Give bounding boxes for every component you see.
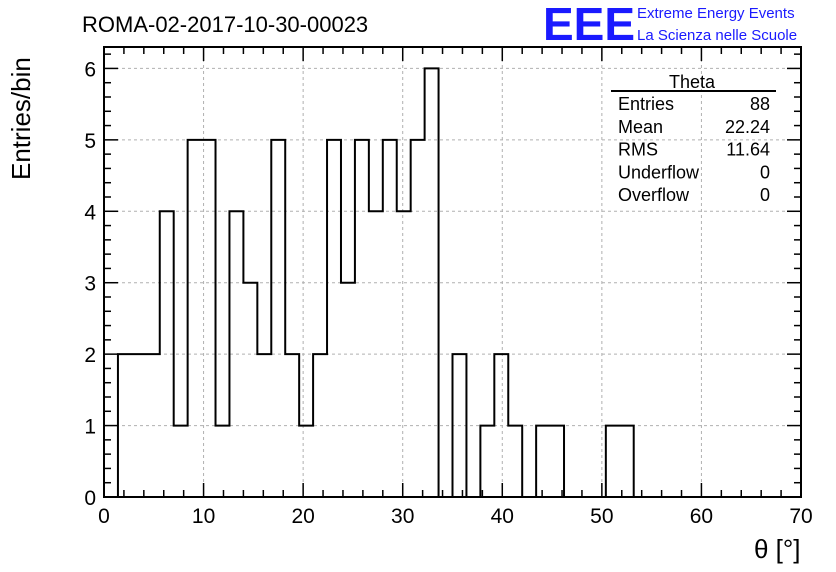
stats-label: RMS (618, 140, 658, 160)
eee-logo-mark: EEE (543, 0, 635, 50)
plot-frame (103, 46, 802, 498)
stats-rows: Entries 88 Mean 22.24 RMS 11.64 Underflow 0 Over… (618, 94, 770, 205)
stats-value: 22.24 (725, 117, 770, 137)
x-tick-label: 0 (98, 505, 110, 528)
stats-label: Entries (618, 94, 674, 114)
y-axis-title: Entries/bin (6, 57, 36, 180)
eee-logo: EEE Extreme Energy Events La Scienza nel… (543, 0, 797, 50)
axis-ticks (103, 47, 802, 498)
stats-value: 0 (760, 185, 770, 205)
y-tick-label: 1 (84, 416, 96, 439)
y-tick-label: 0 (84, 487, 96, 510)
x-tick-label: 30 (391, 505, 414, 528)
eee-logo-line2: La Scienza nelle Scuole (637, 27, 797, 44)
x-tick-label: 60 (690, 505, 713, 528)
stats-value: 0 (760, 162, 770, 182)
stats-label: Overflow (618, 185, 690, 205)
stats-label: Underflow (618, 162, 700, 182)
stats-value: 88 (750, 94, 770, 114)
eee-logo-line1: Extreme Energy Events (637, 5, 795, 22)
stats-value: 11.64 (726, 140, 770, 160)
x-tick-label: 40 (491, 505, 514, 528)
run-title: ROMA-02-2017-10-30-00023 (82, 12, 368, 37)
stats-title: Theta (669, 72, 716, 92)
histogram-outline (116, 67, 635, 498)
x-axis-title: θ [°] (754, 534, 801, 564)
x-tick-label: 70 (789, 505, 812, 528)
plot-border (103, 46, 802, 498)
y-tick-label: 2 (84, 344, 96, 367)
y-tick-label: 4 (84, 201, 96, 224)
y-tick-label: 3 (84, 273, 96, 296)
x-tick-label: 50 (590, 505, 613, 528)
stats-label: Mean (618, 117, 663, 137)
y-tick-label: 6 (84, 58, 96, 81)
tick-labels: 0 10 20 30 40 50 60 70 0 1 2 3 4 5 6 (84, 58, 812, 528)
x-tick-label: 10 (192, 505, 215, 528)
stats-box: Theta Entries 88 Mean 22.24 RMS 11.64 Underflo… (611, 72, 776, 205)
y-tick-label: 5 (84, 130, 96, 153)
x-tick-label: 20 (291, 505, 314, 528)
